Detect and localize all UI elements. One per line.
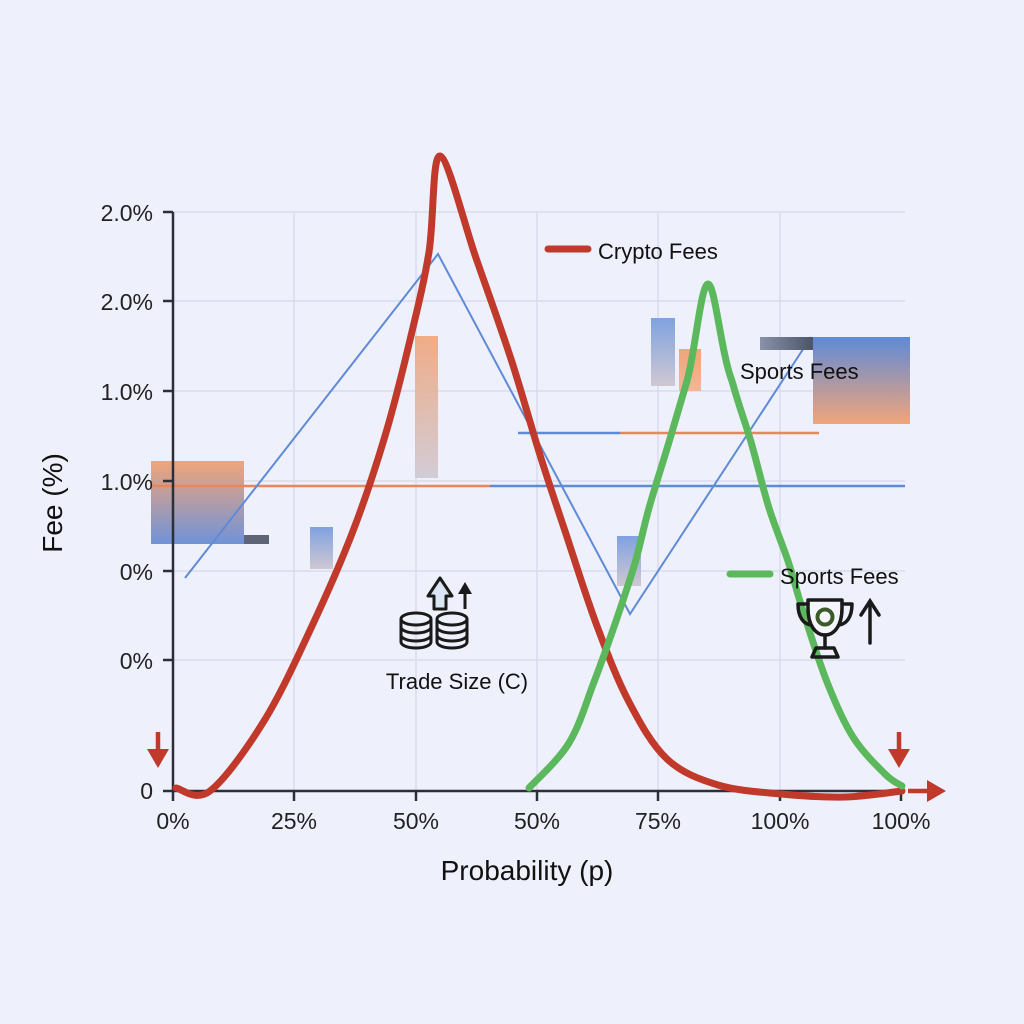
svg-text:2.0%: 2.0% [101, 289, 153, 315]
svg-text:Probability (p): Probability (p) [441, 855, 614, 886]
svg-text:Crypto Fees: Crypto Fees [598, 239, 718, 264]
svg-text:0%: 0% [120, 648, 153, 674]
svg-text:50%: 50% [393, 808, 439, 834]
svg-text:1.0%: 1.0% [101, 469, 153, 495]
svg-text:100%: 100% [751, 808, 810, 834]
svg-text:25%: 25% [271, 808, 317, 834]
svg-text:Sports Fees: Sports Fees [740, 359, 859, 384]
svg-text:Trade Size (C): Trade Size (C) [386, 669, 528, 694]
svg-text:Sports Fees: Sports Fees [780, 564, 899, 589]
svg-text:50%: 50% [514, 808, 560, 834]
svg-text:0: 0 [140, 778, 153, 804]
svg-text:100%: 100% [872, 808, 931, 834]
svg-text:0%: 0% [120, 559, 153, 585]
svg-text:75%: 75% [635, 808, 681, 834]
svg-text:0%: 0% [156, 808, 189, 834]
svg-text:2.0%: 2.0% [101, 200, 153, 226]
svg-text:1.0%: 1.0% [101, 379, 153, 405]
svg-text:Fee (%): Fee (%) [37, 453, 68, 553]
